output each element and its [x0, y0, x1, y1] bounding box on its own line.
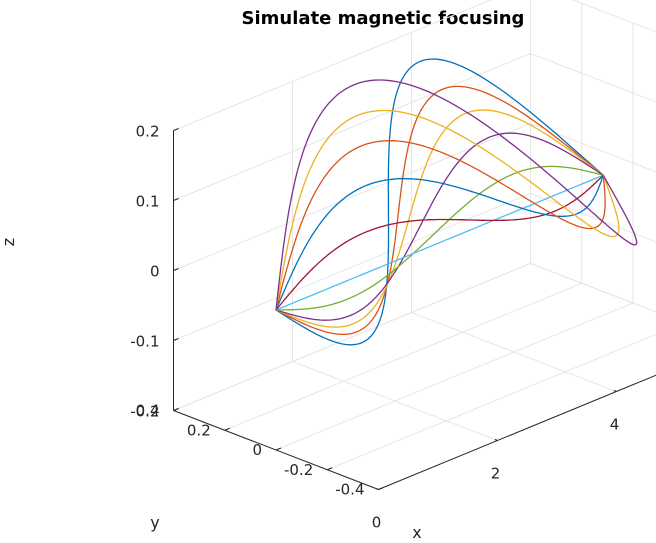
z-tick-mark — [173, 128, 179, 131]
trajectory-curve-8 — [275, 175, 604, 311]
gridline — [530, 193, 656, 243]
axes — [173, 128, 656, 490]
y-tick-mark — [378, 487, 384, 490]
y-tick-label: 0 — [252, 441, 262, 459]
z-tick-label: 0.2 — [136, 123, 160, 141]
z-tick-mark — [173, 338, 179, 341]
trajectory-curve-1 — [275, 58, 604, 346]
x-tick-mark — [375, 488, 379, 490]
trajectory-curve-7 — [275, 174, 604, 311]
y-tick-label: 0.2 — [187, 421, 211, 439]
x-tick-label: 2 — [491, 465, 501, 483]
z-tick-mark — [173, 198, 179, 201]
z-tick-label: -0.1 — [130, 333, 159, 351]
gridline — [224, 282, 582, 431]
trajectory-curves — [275, 58, 638, 346]
gridline — [571, 0, 656, 33]
y-tick-mark — [224, 427, 230, 431]
x-tick-label: 4 — [610, 416, 620, 434]
grid-lines — [173, 0, 656, 490]
z-tick-mark — [173, 268, 179, 271]
y-tick-label: -0.4 — [335, 481, 364, 499]
trajectory-curve-10 — [275, 109, 620, 311]
gridline — [530, 263, 656, 313]
z-tick-label: -0.2 — [130, 403, 159, 421]
gridline — [530, 263, 656, 313]
trajectory-curve-3 — [275, 109, 604, 328]
gridline — [173, 193, 531, 341]
gridline — [327, 333, 656, 471]
trajectory-curve-6 — [275, 174, 604, 311]
z-tick-mark — [173, 408, 179, 411]
x-axis-line — [378, 374, 656, 490]
z-tick-label: 0 — [150, 263, 160, 281]
x-tick-label: 0 — [372, 514, 382, 532]
z-tick-label: 0.1 — [136, 193, 160, 211]
trajectory-curve-11 — [275, 79, 638, 311]
trajectory-curve-4 — [275, 132, 604, 321]
y-tick-mark — [275, 447, 282, 451]
y-tick-mark — [327, 467, 333, 471]
chart-title: Simulate magnetic focusing — [242, 8, 525, 29]
x-axis-label: x — [412, 523, 421, 542]
x-tick-mark — [613, 390, 617, 392]
tick-labels: 0246-0.4-0.200.20.4-0.2-0.100.10.2 — [130, 123, 620, 532]
gridline — [275, 302, 634, 451]
gridline — [530, 53, 656, 103]
z-axis-label: z — [0, 238, 18, 246]
y-tick-label: -0.2 — [284, 461, 313, 479]
gridline — [173, 263, 531, 411]
x-tick-mark — [494, 439, 498, 441]
trajectory-curve-5 — [276, 165, 604, 311]
gridline — [530, 123, 656, 173]
gridline — [173, 53, 531, 201]
trajectory-curve-2 — [275, 85, 604, 336]
trajectory-curve-9 — [275, 140, 606, 311]
y-axis-label: y — [150, 513, 159, 532]
y-tick-label: 0.4 — [136, 402, 160, 420]
gridline — [173, 0, 492, 131]
